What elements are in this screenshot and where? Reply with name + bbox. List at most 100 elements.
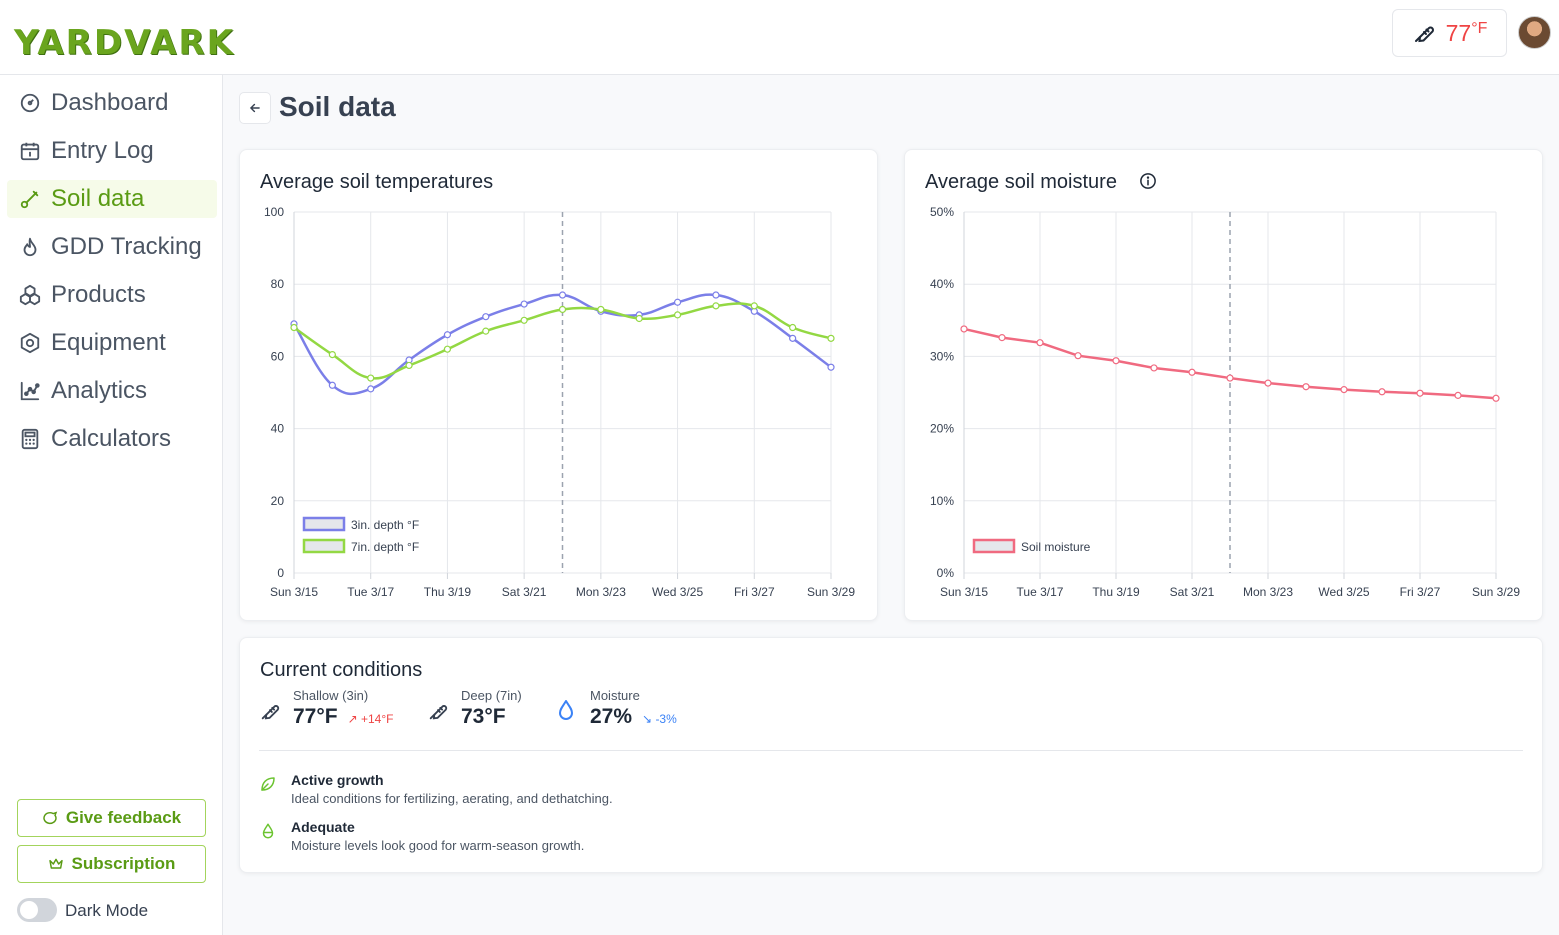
shallow-temperature-stat: Shallow (3in) 77°F ↗ +14°F — [259, 688, 393, 729]
data-point[interactable] — [673, 311, 682, 319]
data-point[interactable] — [635, 314, 643, 323]
x-tick-label: Sun 3/29 — [807, 585, 855, 599]
data-point[interactable] — [482, 313, 490, 321]
x-tick-label: Sun 3/29 — [1472, 585, 1520, 599]
data-point[interactable] — [1188, 368, 1196, 376]
data-point[interactable] — [1036, 339, 1044, 347]
x-tick-label: Thu 3/19 — [1092, 585, 1140, 599]
moisture-note: Adequate Moisture levels look good for w… — [259, 819, 584, 853]
dark-mode-toggle[interactable] — [17, 898, 57, 922]
data-point[interactable] — [367, 374, 375, 382]
legend-label[interactable]: 7in. depth °F — [351, 540, 419, 554]
y-tick-label: 60 — [271, 349, 285, 363]
sidebar-item-analytics[interactable]: Analytics — [7, 372, 217, 410]
y-tick-label: 40 — [271, 422, 285, 436]
x-tick-label: Thu 3/19 — [424, 585, 472, 599]
data-point[interactable] — [1074, 352, 1082, 360]
data-point[interactable] — [960, 325, 968, 333]
info-icon[interactable] — [1139, 172, 1157, 190]
data-point[interactable] — [789, 323, 797, 332]
gauge-icon — [20, 93, 40, 113]
data-point[interactable] — [1416, 389, 1424, 397]
data-point[interactable] — [1378, 388, 1386, 396]
moisture-value: 27% — [590, 705, 633, 728]
sidebar-item-gdd-tracking[interactable]: GDD Tracking — [7, 228, 217, 266]
x-tick-label: Wed 3/25 — [652, 585, 703, 599]
sidebar-item-entry-log[interactable]: Entry Log — [7, 132, 217, 170]
chat-bubble-icon — [43, 811, 58, 825]
x-tick-label: Sat 3/21 — [502, 585, 547, 599]
chart-icon — [20, 381, 40, 401]
probe-icon — [20, 190, 39, 209]
data-point[interactable] — [558, 305, 567, 314]
back-button[interactable] — [239, 92, 271, 124]
moisture-label: Moisture — [590, 688, 640, 703]
data-point[interactable] — [520, 300, 528, 308]
moisture-delta: -3% — [655, 712, 677, 726]
data-point[interactable] — [1264, 379, 1272, 387]
data-point[interactable] — [328, 350, 336, 359]
sidebar-item-label: Equipment — [51, 329, 166, 356]
data-point[interactable] — [1226, 374, 1234, 382]
data-point[interactable] — [712, 302, 720, 310]
legend-label[interactable]: Soil moisture — [1021, 540, 1091, 554]
growth-note: Active growth Ideal conditions for ferti… — [259, 772, 613, 806]
data-point[interactable] — [558, 291, 567, 299]
calendar-icon — [20, 142, 40, 161]
give-feedback-button[interactable]: Give feedback — [17, 799, 206, 837]
deep-label: Deep (7in) — [461, 688, 522, 703]
data-point[interactable] — [998, 334, 1006, 342]
sidebar-item-dashboard[interactable]: Dashboard — [7, 84, 217, 122]
give-feedback-label: Give feedback — [65, 808, 182, 827]
data-point[interactable] — [827, 363, 835, 371]
data-point[interactable] — [290, 323, 298, 332]
soil-moisture-title: Average soil moisture — [925, 171, 1117, 193]
y-tick-label: 0% — [937, 566, 955, 580]
x-tick-label: Mon 3/23 — [576, 585, 626, 599]
calculator-icon — [21, 428, 39, 450]
data-point[interactable] — [1454, 391, 1462, 399]
data-point[interactable] — [712, 291, 720, 299]
arrow-left-icon — [249, 103, 260, 113]
sidebar-item-label: Soil data — [51, 185, 145, 212]
crown-icon — [48, 858, 63, 869]
moisture-note-title: Adequate — [291, 819, 355, 835]
data-point[interactable] — [1302, 383, 1310, 391]
data-point[interactable] — [367, 385, 375, 393]
sidebar-item-equipment[interactable]: Equipment — [7, 324, 217, 362]
data-point[interactable] — [482, 327, 490, 335]
soil-temperature-chart: 0 20 40 60 80 100 Sun 3/15 Tue 3/17 Thu 3/19 Sat … — [264, 205, 855, 599]
x-tick-label: Fri 3/27 — [1400, 585, 1441, 599]
sidebar-item-soil-data[interactable]: Soil data — [7, 180, 217, 218]
leaf-icon — [261, 777, 275, 791]
sidebar-item-products[interactable]: Products — [7, 276, 217, 314]
data-point[interactable] — [673, 298, 682, 306]
data-point[interactable] — [405, 361, 413, 370]
data-point[interactable] — [1340, 386, 1348, 394]
legend-swatch — [302, 516, 346, 532]
data-point[interactable] — [597, 305, 605, 314]
growth-note-title: Active growth — [291, 772, 384, 788]
subscription-button[interactable]: Subscription — [17, 845, 206, 883]
data-point[interactable] — [443, 331, 452, 339]
logo[interactable]: YARDVARK — [14, 10, 235, 60]
sidebar-item-calculators[interactable]: Calculators — [7, 420, 217, 458]
shallow-value: 77°F — [293, 705, 338, 728]
boxes-icon — [19, 284, 41, 306]
data-point[interactable] — [443, 345, 452, 353]
hexagon-icon — [20, 332, 40, 354]
data-point[interactable] — [328, 381, 336, 389]
data-point[interactable] — [1112, 357, 1120, 365]
data-point[interactable] — [827, 334, 835, 342]
data-point[interactable] — [1492, 394, 1500, 402]
data-point[interactable] — [1150, 364, 1158, 372]
data-point[interactable] — [789, 334, 797, 342]
user-avatar[interactable] — [1518, 16, 1551, 49]
legend-label[interactable]: 3in. depth °F — [351, 518, 419, 532]
data-point[interactable] — [750, 302, 758, 310]
legend-swatch — [972, 538, 1016, 554]
current-temperature-chip[interactable]: 77°F — [1392, 9, 1507, 57]
data-point[interactable] — [520, 316, 528, 324]
y-tick-label: 50% — [930, 205, 954, 219]
thermometer-icon — [429, 705, 448, 720]
